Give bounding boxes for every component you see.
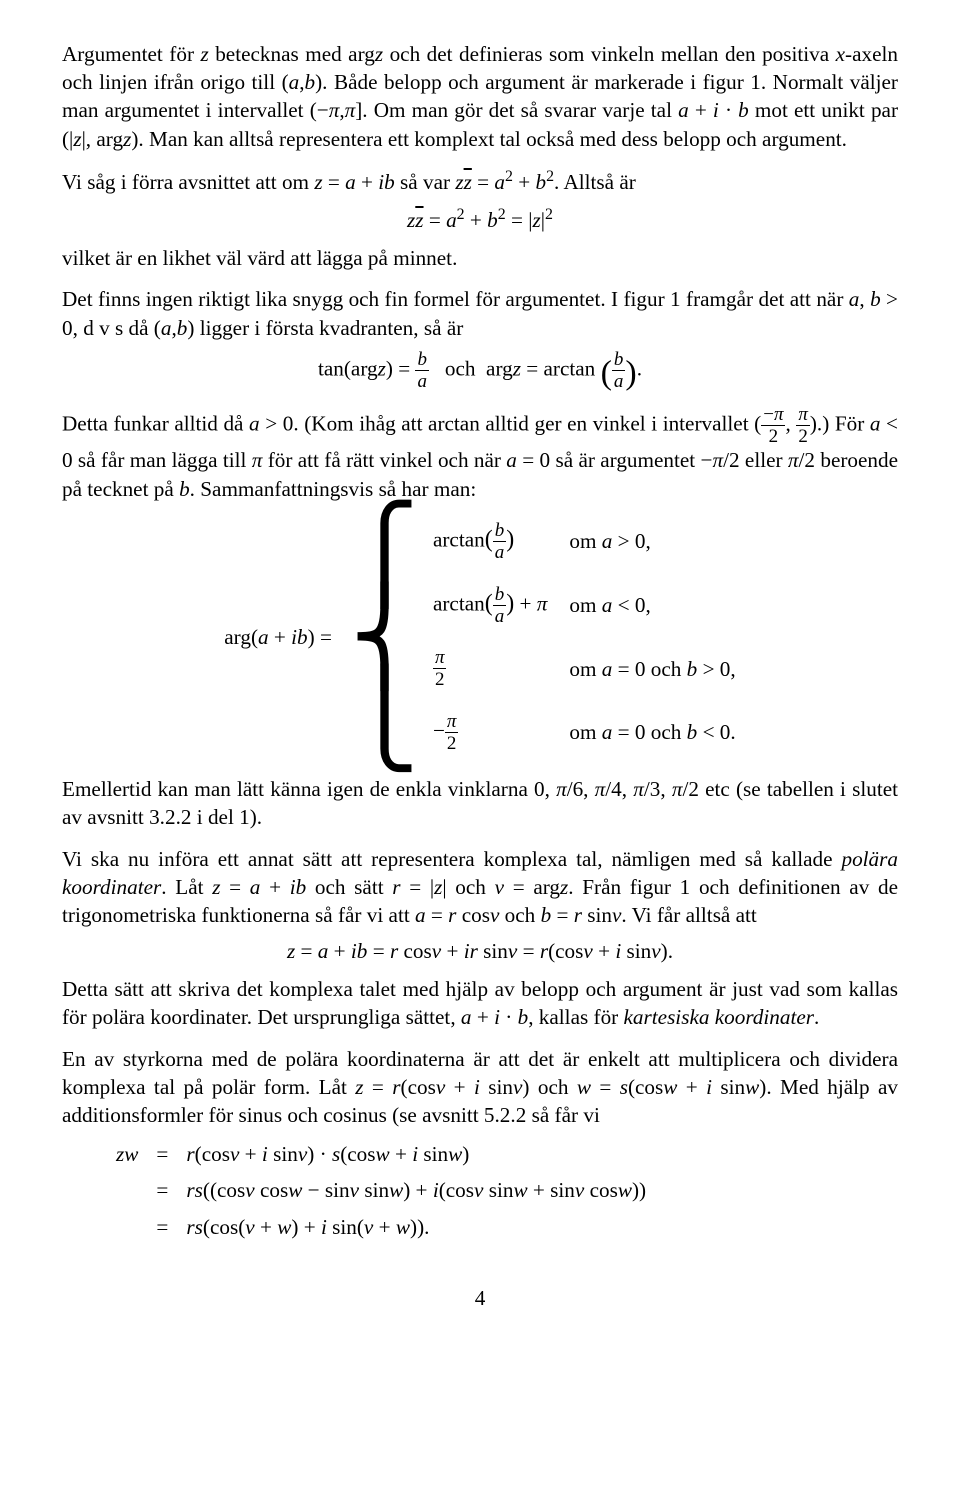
- paragraph-4a: Detta funkar alltid då a > 0. (Kom ihåg …: [62, 405, 898, 502]
- paragraph-5: Vi ska nu införa ett annat sätt att repr…: [62, 845, 898, 930]
- eq-sign: =: [144, 1210, 180, 1244]
- equation-polar: z = a + ib = r cosv + ir sinv = r(cosv +…: [62, 937, 898, 965]
- equation-tan: tan(argz) = ba och argz = arctan (ba).: [62, 350, 898, 396]
- eq-sign: =: [144, 1173, 180, 1207]
- eq-sign: =: [144, 1137, 180, 1171]
- equation-zw: zw = r(cosv + i sinv) · s(cosw + i sinw)…: [110, 1135, 652, 1246]
- paragraph-2a: Vi såg i förra avsnittet att om z = a + …: [62, 166, 898, 196]
- page: Argumentet för z betecknas med argz och …: [0, 0, 960, 1352]
- equation-zzbar: zz = a2 + b2 = |z|2: [62, 204, 898, 234]
- paragraph-6: Detta sätt att skriva det komplexa talet…: [62, 975, 898, 1031]
- paragraph-1: Argumentet för z betecknas med argz och …: [62, 40, 898, 153]
- case-cond: om a = 0 och b < 0.: [559, 702, 745, 764]
- eq-rhs: rs((cosv cosw − sinv sinw) + i(cosv sinw…: [182, 1173, 650, 1207]
- paragraph-3a: Det finns ingen riktigt lika snygg och f…: [62, 285, 898, 341]
- page-number: 4: [62, 1284, 898, 1312]
- case-cond: om a = 0 och b > 0,: [559, 638, 745, 700]
- paragraph-7: En av styrkorna med de polära koordinate…: [62, 1045, 898, 1130]
- paragraph-4c: Emellertid kan man lätt känna igen de en…: [62, 775, 898, 831]
- case-cond: om a < 0,: [559, 574, 745, 636]
- case-row: arctan(ba) + π: [423, 574, 557, 636]
- case-row: π2: [423, 638, 557, 700]
- case-row: −π2: [423, 702, 557, 764]
- paragraph-2b: vilket är en likhet väl värd att lägga p…: [62, 244, 898, 272]
- equation-arg-cases: arg(a + ib) = ⎧⎨⎩ arctan(ba) om a > 0, a…: [212, 509, 747, 765]
- eq-lhs: zw: [112, 1137, 142, 1171]
- case-row: arctan(ba): [423, 511, 557, 573]
- eq-rhs: rs(cos(v + w) + i sin(v + w)).: [182, 1210, 650, 1244]
- eq-rhs: r(cosv + i sinv) · s(cosw + i sinw): [182, 1137, 650, 1171]
- case-cond: om a > 0,: [559, 511, 745, 573]
